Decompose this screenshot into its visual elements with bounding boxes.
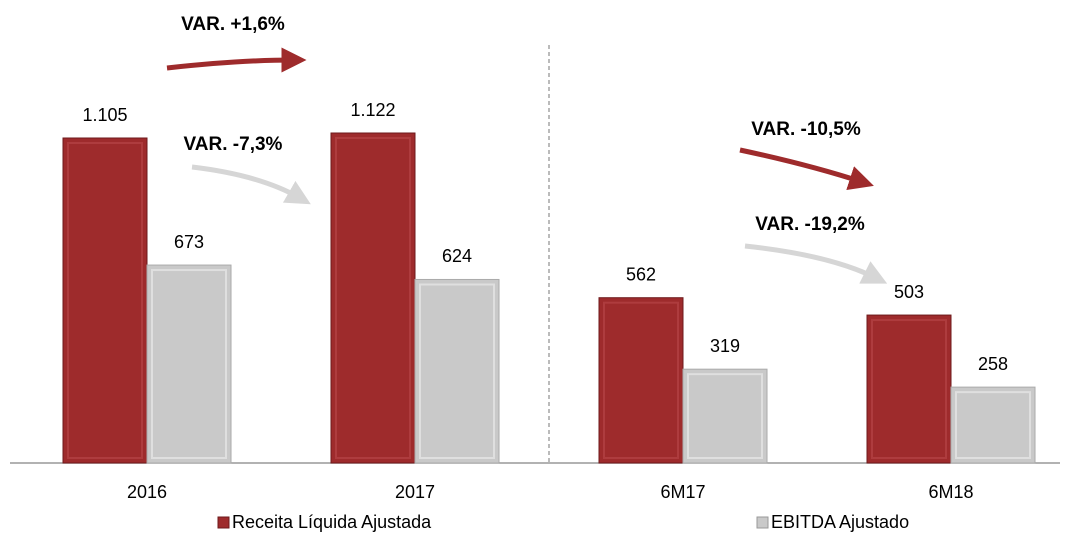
bar: [146, 264, 232, 464]
arrow: [744, 243, 888, 284]
bar: [414, 278, 500, 464]
annotation: VAR. -19,2%: [755, 214, 865, 235]
bar-bevel: [151, 269, 227, 460]
x-tick-label: 6M18: [928, 482, 973, 502]
bar-bevel: [419, 283, 495, 459]
legend-swatch: [217, 516, 230, 529]
bar-bevel: [67, 142, 143, 459]
arrow: [166, 47, 307, 73]
x-tick-label: 6M17: [660, 482, 705, 502]
value-label: 624: [442, 246, 472, 266]
x-tick-label: 2017: [395, 482, 435, 502]
bar-bevel: [871, 319, 947, 460]
annotation: VAR. -7,3%: [184, 134, 283, 155]
legend-label: Receita Líquida Ajustada: [232, 512, 432, 532]
bar-bevel: [335, 137, 411, 459]
bar: [62, 137, 148, 464]
value-label: 673: [174, 232, 204, 252]
value-label: 319: [710, 336, 740, 356]
annotation: VAR. +1,6%: [181, 14, 285, 35]
bar-bevel: [603, 301, 679, 459]
bar-bevel: [955, 391, 1031, 459]
annotation: VAR. -10,5%: [751, 119, 861, 140]
bar-bevel: [687, 373, 763, 460]
bar: [682, 368, 768, 464]
legend-swatch: [756, 516, 769, 529]
value-label: 562: [626, 264, 656, 284]
value-label: 503: [894, 282, 924, 302]
bar: [866, 314, 952, 464]
x-tick-label: 2016: [127, 482, 167, 502]
arrow: [191, 164, 311, 205]
value-label: 1.122: [350, 100, 395, 120]
value-label: 258: [978, 354, 1008, 374]
legend-label: EBITDA Ajustado: [771, 512, 909, 532]
value-label: 1.105: [82, 105, 127, 125]
bar: [330, 132, 416, 464]
bar: [598, 297, 684, 464]
arrow: [739, 147, 874, 190]
bar: [950, 386, 1036, 464]
